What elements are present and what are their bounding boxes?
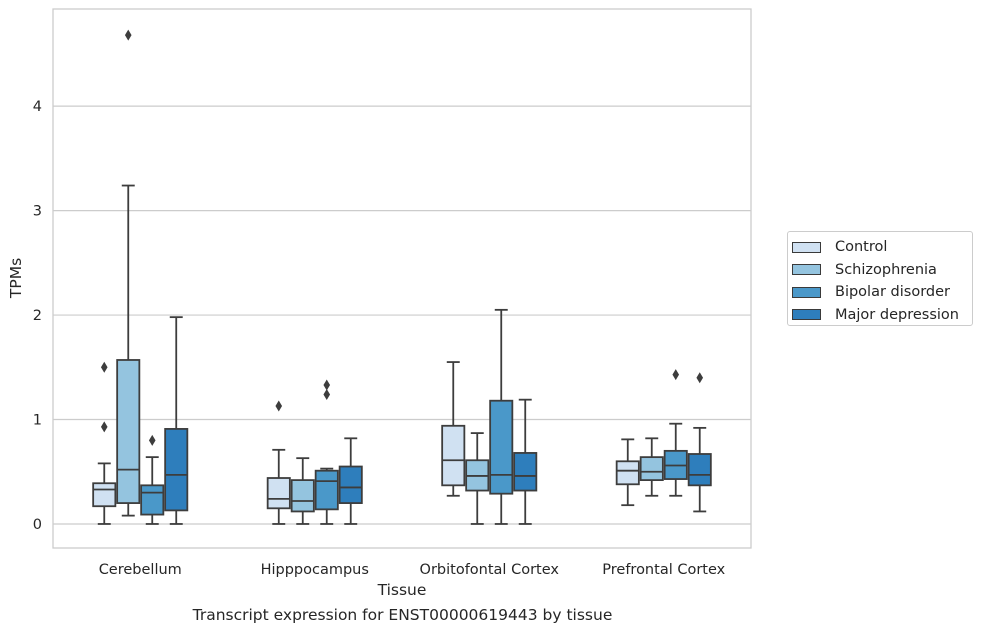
legend: Control Schizophrenia Bipolar disorder Majo… <box>787 231 973 326</box>
box-plot <box>116 29 141 517</box>
x-tick-label: Orbitofontal Cortex <box>420 562 560 578</box>
x-tick-label: Prefrontal Cortex <box>602 562 725 578</box>
legend-label: Major depression <box>835 306 959 323</box>
plot-frame <box>52 8 752 549</box>
box <box>489 399 514 495</box>
box-plot <box>290 457 315 525</box>
outlier-point <box>100 421 108 433</box>
box <box>116 359 141 504</box>
outlier-point <box>148 434 156 446</box>
outlier-point <box>124 29 132 41</box>
y-tick-labels: 0 1 2 3 4 <box>33 99 42 533</box>
x-tick-label: Hipppocampus <box>261 562 369 578</box>
y-tick-label: 4 <box>33 99 42 115</box>
legend-label: Bipolar disorder <box>835 284 950 301</box>
box <box>338 465 363 504</box>
outlier-point <box>323 379 331 391</box>
outlier-point <box>275 400 283 412</box>
box-plot <box>441 361 466 497</box>
legend-swatch <box>792 241 821 253</box>
box <box>140 484 165 516</box>
y-tick-label: 0 <box>33 517 42 533</box>
outlier-point <box>672 369 680 381</box>
y-tick-label: 2 <box>33 308 42 324</box>
box-plot <box>465 432 490 525</box>
grid-lines <box>53 105 751 525</box>
box-plots <box>92 29 712 525</box>
box-plot <box>663 369 688 497</box>
box-plot <box>615 438 640 507</box>
box <box>615 460 640 486</box>
box-plot <box>266 400 291 525</box>
box <box>92 482 117 508</box>
box <box>290 479 315 513</box>
legend-label: Schizophrenia <box>835 261 937 278</box>
box-plot <box>513 398 538 525</box>
box-plot <box>338 437 363 525</box>
legend-item: Schizophrenia <box>792 259 972 282</box>
x-tick-label: Cerebellum <box>99 562 182 578</box>
box-plot <box>314 379 339 525</box>
legend-item: Bipolar disorder <box>792 281 972 304</box>
box <box>441 424 466 487</box>
y-tick-label: 1 <box>33 413 42 429</box>
outlier-point <box>696 372 704 384</box>
box <box>266 477 291 510</box>
box <box>314 469 339 511</box>
figure-caption: Transcript expression for ENST0000061944… <box>192 606 613 624</box>
box <box>164 428 189 512</box>
x-tick-labels: Cerebellum Hipppocampus Orbitofontal Corte… <box>99 562 726 578</box>
box <box>639 456 664 482</box>
y-axis-label: TPMs <box>7 258 25 299</box>
legend-label: Control <box>835 239 888 256</box>
box-plot <box>140 434 165 525</box>
box-plot <box>92 361 117 525</box>
legend-swatch <box>792 264 821 276</box>
y-tick-label: 3 <box>33 204 42 220</box>
box-plot <box>639 437 664 497</box>
legend-item: Major depression <box>792 304 972 327</box>
box <box>513 452 538 492</box>
outlier-point <box>323 388 331 400</box>
x-axis-label: Tissue <box>377 581 427 599</box>
box <box>687 453 712 487</box>
box-plot <box>489 308 514 525</box>
outlier-point <box>100 361 108 373</box>
legend-swatch <box>792 286 821 298</box>
box-plot <box>687 372 712 513</box>
box-plot <box>164 316 189 525</box>
legend-swatch <box>792 309 821 321</box>
legend-item: Control <box>792 236 972 259</box>
